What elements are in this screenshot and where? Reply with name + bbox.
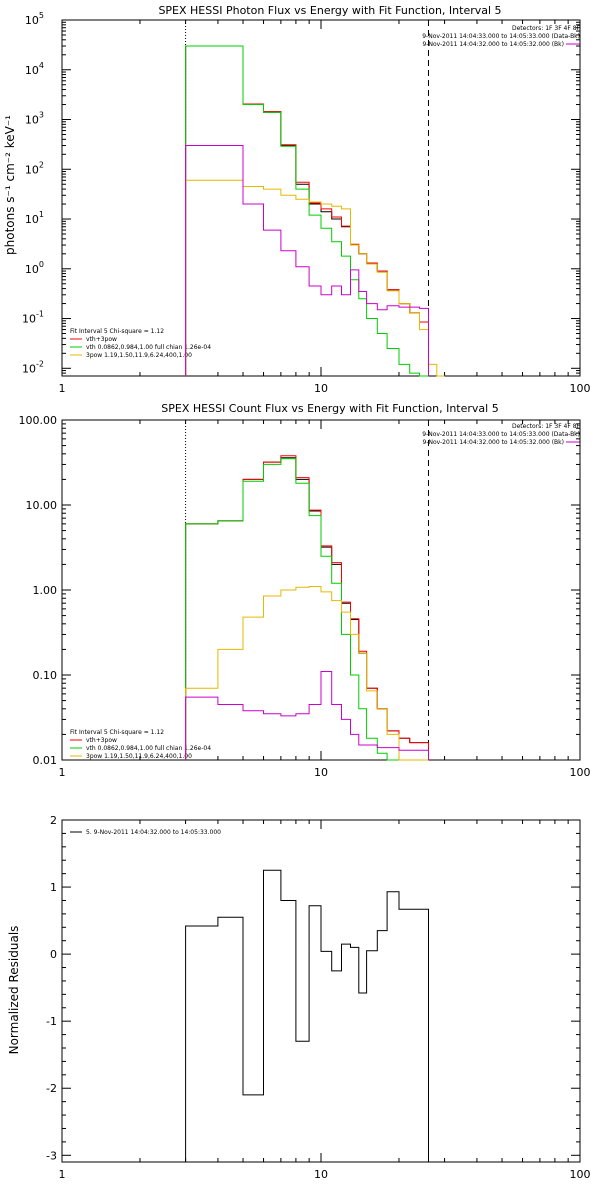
residuals-y-tick-label: 0 <box>50 948 57 961</box>
photon-header-block: Detectors: 1F 3F 4F 8F 9-Nov-2011 14:04:… <box>422 25 580 48</box>
photon-y-axis: 10-2 10-1 100 101 102 103 104 105 <box>22 11 580 377</box>
photon-legend-title: Fit Interval 5 Chi-square = 1.12 <box>70 328 164 335</box>
photon-legend-entry-1: vth+3pow <box>86 336 117 343</box>
count-x-tick-label: 1 <box>59 766 66 779</box>
photon-y-tick-label: 101 <box>25 210 44 226</box>
count-legend: Fit Interval 5 Chi-square = 1.12 vth+3po… <box>70 729 211 760</box>
photon-series-thermal-line <box>185 45 429 377</box>
residuals-y-tick-label: -2 <box>46 1082 57 1095</box>
photon-legend-entry-3: 3pow 1.19,1.50,11.9,6.24,400,1.00 <box>86 352 192 359</box>
residuals-y-tick-label: -1 <box>46 1015 57 1028</box>
count-series-powerlaw-line <box>185 586 429 761</box>
count-y-tick-label: 0.01 <box>33 754 58 767</box>
count-y-tick-label: 100.00 <box>19 414 58 427</box>
residuals-y-axis-label: Normalized Residuals <box>7 926 21 1055</box>
count-series-total-fit-line <box>185 455 429 760</box>
count-legend-entry-1: vth+3pow <box>86 737 117 744</box>
photon-chart-title: SPEX HESSI Photon Flux vs Energy with Fi… <box>158 4 501 17</box>
residuals-y-axis: -3 -2 -1 0 1 2 <box>46 814 580 1162</box>
residuals-y-tick-label: 2 <box>50 814 57 827</box>
count-y-tick-label: 10.00 <box>26 499 58 512</box>
count-header-line-2: 9-Nov-2011 14:04:33.000 to 14:05:33.000 … <box>422 431 580 438</box>
count-x-tick-label: 10 <box>314 766 328 779</box>
count-header-block: Detectors: 1F 3F 4F 8F 9-Nov-2011 14:04:… <box>422 423 580 446</box>
residuals-y-tick-label: 1 <box>50 881 57 894</box>
count-chart-title: SPEX HESSI Count Flux vs Energy with Fit… <box>161 402 498 415</box>
count-x-tick-label: 100 <box>570 766 591 779</box>
residuals-y-tick-label: -3 <box>46 1149 57 1162</box>
count-series-thermal-line <box>185 458 429 761</box>
photon-series-background-line <box>185 145 429 376</box>
residuals-legend: 5. 9-Nov-2011 14:04:32.000 to 14:05:33.0… <box>70 829 221 836</box>
count-legend-entry-3: 3pow 1.19,1.50,11.9,6.24,400,1.00 <box>86 753 192 760</box>
photon-header-line-1: Detectors: 1F 3F 4F 8F <box>512 25 581 32</box>
count-flux-chart: SPEX HESSI Count Flux vs Energy with Fit… <box>19 402 591 779</box>
residuals-x-tick-label: 100 <box>570 1168 591 1181</box>
count-header-line-1: Detectors: 1F 3F 4F 8F <box>512 423 581 430</box>
photon-y-tick-label: 102 <box>25 160 44 176</box>
photon-plot-frame <box>61 19 581 377</box>
photon-x-tick-label: 10 <box>314 382 328 395</box>
residuals-plot-frame <box>61 819 581 1163</box>
photon-series-data-line <box>185 45 429 376</box>
residuals-x-axis: 1 10 100 <box>59 820 591 1181</box>
count-x-axis: 1 10 100 <box>59 420 591 779</box>
photon-y-tick-label: 10-2 <box>22 359 44 375</box>
residuals-x-tick-label: 10 <box>314 1168 328 1181</box>
count-legend-title: Fit Interval 5 Chi-square = 1.12 <box>70 729 164 736</box>
photon-y-tick-label: 104 <box>25 61 44 77</box>
photon-header-line-2: 9-Nov-2011 14:04:33.000 to 14:05:33.000 … <box>422 33 580 40</box>
photon-y-axis-label: photons s⁻¹ cm⁻² keV⁻¹ <box>3 115 17 255</box>
photon-x-tick-label: 100 <box>570 382 591 395</box>
residuals-legend-entry: 5. 9-Nov-2011 14:04:32.000 to 14:05:33.0… <box>86 829 221 836</box>
photon-y-tick-label: 10-1 <box>22 310 44 326</box>
count-y-tick-label: 0.10 <box>33 669 58 682</box>
photon-y-tick-label: 105 <box>25 11 44 27</box>
photon-legend: Fit Interval 5 Chi-square = 1.12 vth+3po… <box>70 328 211 359</box>
photon-y-tick-label: 100 <box>25 260 44 276</box>
residuals-chart: Normalized Residuals 5. 9-Nov-2011 14:04… <box>7 814 591 1181</box>
count-series-background-line <box>185 671 429 760</box>
photon-series-total-fit-line <box>185 45 429 376</box>
photon-y-tick-label: 103 <box>25 111 44 127</box>
count-legend-entry-2: vth 0.0862,0.984,1.00 full chian 1.26e-0… <box>86 745 211 752</box>
count-y-axis: 0.01 0.10 1.00 10.00 100.00 <box>19 414 580 767</box>
count-series-data-line <box>185 457 429 760</box>
photon-header-line-3: 9-Nov-2011 14:04:32.000 to 14:05:32.000 … <box>422 41 564 48</box>
photon-legend-entry-2: vth 0.0862,0.984,1.00 full chian 1.26e-0… <box>86 344 211 351</box>
photon-flux-chart: SPEX HESSI Photon Flux vs Energy with Fi… <box>3 4 591 395</box>
residuals-x-tick-label: 1 <box>59 1168 66 1181</box>
photon-series-group <box>185 45 445 377</box>
residuals-series-group <box>185 869 429 1162</box>
residuals-series-residuals-line <box>185 869 429 1162</box>
count-y-tick-label: 1.00 <box>33 584 58 597</box>
photon-series-powerlaw-line <box>185 179 445 377</box>
photon-x-axis: 1 10 100 <box>59 20 591 395</box>
photon-x-tick-label: 1 <box>59 382 66 395</box>
count-series-group <box>185 455 429 761</box>
count-header-line-3: 9-Nov-2011 14:04:32.000 to 14:05:32.000 … <box>422 439 564 446</box>
